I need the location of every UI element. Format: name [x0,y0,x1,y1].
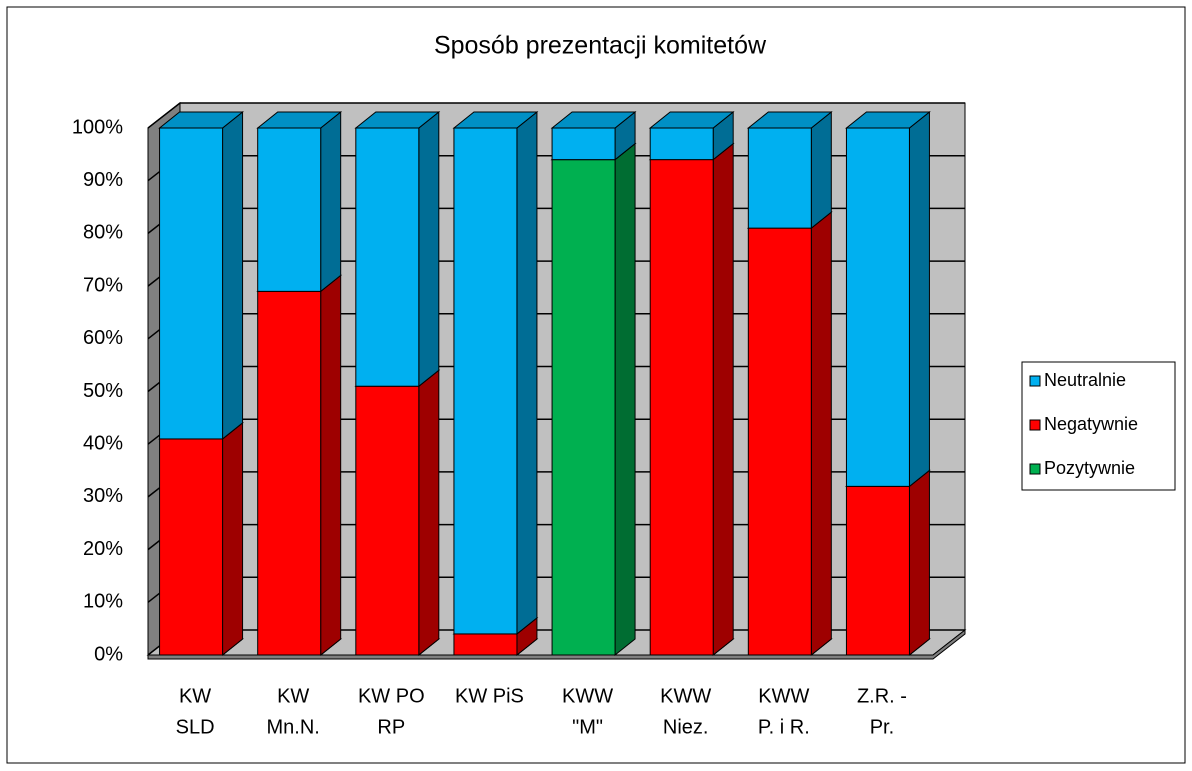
x-tick-label: Mn.N. [267,716,320,738]
legend-label: Pozytywnie [1044,458,1135,478]
legend-box [1021,361,1176,491]
bar-side [418,110,440,388]
y-tick-label: 70% [83,274,123,296]
bar [355,127,420,387]
y-tick-label: 90% [83,169,123,191]
legend-swatch [1029,463,1041,475]
y-tick-label: 40% [83,432,123,454]
y-tick-label: 100% [72,116,123,138]
x-tick-label: Z.R. - [857,685,907,707]
x-tick-label: Niez. [663,716,709,738]
floor-edge [147,628,966,660]
grid-line [147,102,965,129]
bar [649,127,714,161]
bar [453,127,518,635]
bar-side [614,142,636,657]
bar [257,290,322,656]
bar-side [810,211,832,657]
y-tick-label: 10% [83,591,123,613]
x-tick-label: P. i R. [758,716,810,738]
bar-side [320,110,342,293]
x-tick-label: KWW [562,685,613,707]
x-tick-label: KWW [758,685,809,707]
x-tick-label: KW PO [358,685,425,707]
bar-side [320,274,342,657]
x-tick-label: Pr. [870,716,894,738]
bar-side [222,421,244,657]
bar [159,127,224,440]
bar-side [222,110,244,440]
bar [845,485,910,656]
chart-title: Sposób prezentacji komitetów [434,32,767,60]
x-tick-label: KWW [660,685,711,707]
bar-side [418,369,440,657]
bar-side [516,110,538,635]
bar [257,127,322,292]
x-tick-label: KW [179,685,211,707]
y-tick-label: 80% [83,222,123,244]
bar-side [810,110,832,230]
bar [845,127,910,487]
bar [355,385,420,656]
y-tick-label: 30% [83,485,123,507]
bar [551,159,616,656]
legend-swatch [1029,419,1041,431]
x-tick-label: RP [377,716,405,738]
legend-label: Neutralnie [1044,370,1126,390]
x-tick-label: SLD [176,716,215,738]
bar-side [712,142,734,657]
y-tick-label: 60% [83,327,123,349]
legend-swatch [1029,375,1041,387]
bar [747,127,812,229]
bar [649,159,714,656]
bar [453,633,518,656]
x-tick-label: KW [277,685,309,707]
bar [747,227,812,656]
bar-side [908,110,930,488]
y-tick-label: 50% [83,380,123,402]
x-tick-label: KW PiS [455,685,524,707]
y-tick-label: 0% [94,643,123,665]
y-tick-label: 20% [83,538,123,560]
bar-side [908,469,930,657]
x-tick-label: "M" [572,716,603,738]
bar [551,127,616,161]
legend-label: Negatywnie [1044,414,1138,434]
bar [159,438,224,656]
